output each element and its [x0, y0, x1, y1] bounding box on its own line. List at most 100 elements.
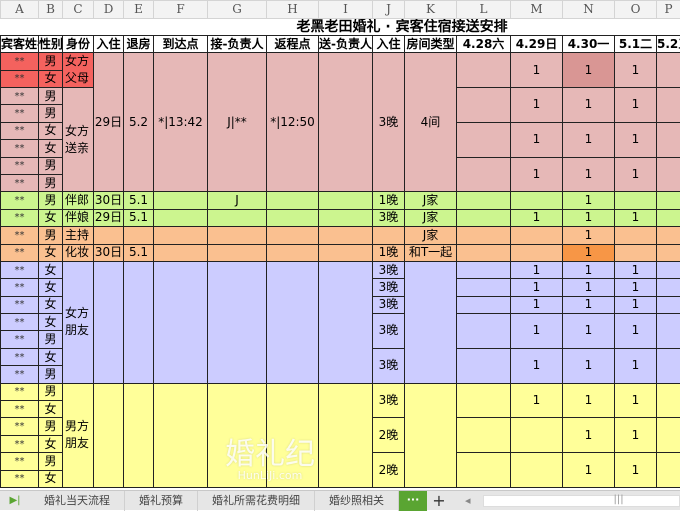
guest-name-cell[interactable]: ** — [1, 157, 39, 174]
gender-cell[interactable]: 女 — [39, 140, 63, 157]
cell-f[interactable] — [154, 383, 208, 487]
scroll-left-icon[interactable]: ◂ — [465, 494, 471, 507]
cell-p[interactable] — [657, 244, 680, 261]
cell-o[interactable]: 1 — [615, 53, 657, 88]
guest-name-cell[interactable]: ** — [1, 227, 39, 244]
cell-l[interactable] — [457, 296, 511, 313]
cell-k[interactable]: 和T一起 — [405, 244, 457, 261]
cell-p[interactable] — [657, 418, 680, 453]
sheet-tab[interactable]: 婚礼预算 — [125, 491, 198, 511]
cell-j[interactable]: 2晚 — [373, 453, 405, 488]
column-header-g[interactable]: G — [208, 1, 267, 19]
cell-p[interactable] — [657, 192, 680, 209]
sheet-tab[interactable]: 婚礼当天流程 — [30, 491, 125, 511]
cell-m[interactable]: 1 — [511, 296, 563, 313]
cell-i[interactable] — [319, 244, 373, 261]
cell-h[interactable] — [267, 261, 319, 383]
cell-d[interactable]: 30日 — [94, 192, 124, 209]
cell-o[interactable]: 1 — [615, 348, 657, 383]
cell-i[interactable] — [319, 209, 373, 226]
cell-o[interactable] — [615, 192, 657, 209]
cell-n[interactable]: 1 — [563, 244, 615, 261]
column-header-n[interactable]: N — [563, 1, 615, 19]
cell-n[interactable]: 1 — [563, 53, 615, 88]
cell-h[interactable] — [267, 244, 319, 261]
cell-e[interactable] — [124, 227, 154, 244]
gender-cell[interactable]: 女 — [39, 209, 63, 226]
header-cell[interactable]: 4.28六 — [457, 36, 511, 53]
cell-n[interactable]: 1 — [563, 383, 615, 418]
cell-j[interactable]: 3晚 — [373, 383, 405, 418]
cell-f[interactable] — [154, 209, 208, 226]
cell-j[interactable]: 3晚 — [373, 296, 405, 313]
guest-name-cell[interactable]: ** — [1, 453, 39, 470]
cell-g[interactable] — [208, 209, 267, 226]
cell-o[interactable] — [615, 227, 657, 244]
guest-name-cell[interactable]: ** — [1, 435, 39, 452]
guest-name-cell[interactable]: ** — [1, 105, 39, 122]
guest-name-cell[interactable]: ** — [1, 53, 39, 71]
gender-cell[interactable]: 男 — [39, 383, 63, 400]
header-cell[interactable]: 送-负责人 — [319, 36, 373, 53]
cell-p[interactable] — [657, 314, 680, 349]
gender-cell[interactable]: 男 — [39, 157, 63, 174]
cell-p[interactable] — [657, 296, 680, 313]
sheet-title[interactable]: 老黑老田婚礼 · 宾客住宿接送安排 — [1, 19, 680, 36]
gender-cell[interactable]: 男 — [39, 366, 63, 383]
header-cell[interactable]: 5.2三 — [657, 36, 680, 53]
guest-name-cell[interactable]: ** — [1, 192, 39, 209]
cell-c[interactable]: 化妆 — [63, 244, 94, 261]
guest-name-cell[interactable]: ** — [1, 244, 39, 261]
cell-d[interactable]: 29日 — [94, 209, 124, 226]
cell-g[interactable] — [208, 244, 267, 261]
cell-e[interactable] — [124, 261, 154, 383]
header-cell[interactable]: 5.1二 — [615, 36, 657, 53]
cell-c[interactable]: 女方 父母 — [63, 53, 94, 88]
guest-name-cell[interactable]: ** — [1, 470, 39, 487]
column-header-i[interactable]: I — [319, 1, 373, 19]
cell-l[interactable] — [457, 157, 511, 192]
cell-h[interactable] — [267, 192, 319, 209]
guest-name-cell[interactable]: ** — [1, 401, 39, 418]
guest-name-cell[interactable]: ** — [1, 383, 39, 400]
header-cell[interactable]: 入住 — [373, 36, 405, 53]
cell-j[interactable]: 2晚 — [373, 418, 405, 453]
cell-j[interactable]: 3晚 — [373, 209, 405, 226]
cell-g[interactable]: J|** — [208, 53, 267, 192]
cell-l[interactable] — [457, 227, 511, 244]
column-header-m[interactable]: M — [511, 1, 563, 19]
cell-e[interactable]: 5.1 — [124, 192, 154, 209]
column-header-d[interactable]: D — [94, 1, 124, 19]
add-sheet-button[interactable]: + — [427, 491, 451, 510]
cell-l[interactable] — [457, 383, 511, 418]
guest-name-cell[interactable]: ** — [1, 366, 39, 383]
column-header-p[interactable]: P — [657, 1, 680, 19]
cell-p[interactable] — [657, 227, 680, 244]
guest-name-cell[interactable]: ** — [1, 88, 39, 105]
cell-p[interactable] — [657, 53, 680, 88]
cell-n[interactable]: 1 — [563, 209, 615, 226]
cell-n[interactable]: 1 — [563, 296, 615, 313]
cell-n[interactable]: 1 — [563, 314, 615, 349]
cell-f[interactable] — [154, 192, 208, 209]
cell-o[interactable]: 1 — [615, 122, 657, 157]
column-header-c[interactable]: C — [63, 1, 94, 19]
guest-name-cell[interactable]: ** — [1, 261, 39, 278]
gender-cell[interactable]: 男 — [39, 418, 63, 435]
cell-d[interactable]: 29日 — [94, 53, 124, 192]
header-cell[interactable]: 返程点 — [267, 36, 319, 53]
header-cell[interactable]: 到达点 — [154, 36, 208, 53]
cell-c[interactable]: 主持 — [63, 227, 94, 244]
cell-i[interactable] — [319, 261, 373, 383]
cell-i[interactable] — [319, 227, 373, 244]
cell-j[interactable]: 3晚 — [373, 279, 405, 296]
cell-c[interactable]: 男方 朋友 — [63, 383, 94, 487]
scroll-grip-icon[interactable]: ||| — [614, 494, 624, 505]
cell-i[interactable] — [319, 192, 373, 209]
guest-name-cell[interactable]: ** — [1, 279, 39, 296]
gender-cell[interactable]: 女 — [39, 348, 63, 365]
cell-n[interactable]: 1 — [563, 122, 615, 157]
gender-cell[interactable]: 男 — [39, 105, 63, 122]
cell-m[interactable]: 1 — [511, 122, 563, 157]
cell-m[interactable]: 1 — [511, 279, 563, 296]
